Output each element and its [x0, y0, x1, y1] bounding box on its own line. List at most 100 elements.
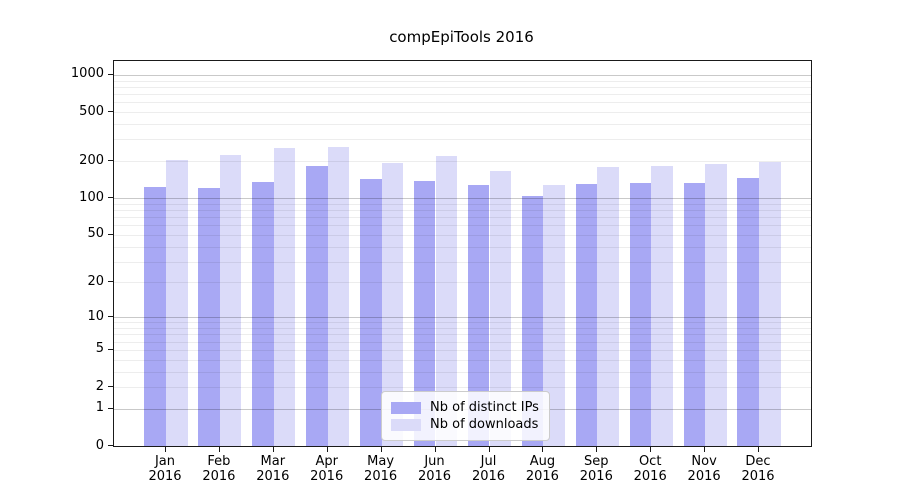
bar-nb-of-distinct-ips-feb — [198, 188, 220, 446]
x-tick-label-jun: Jun 2016 — [417, 454, 452, 484]
y-tick-mark-1 — [108, 407, 113, 409]
bar-nb-of-distinct-ips-jul — [467, 184, 490, 446]
gridline-minor-60 — [114, 225, 811, 227]
x-tick-mark-jan — [165, 447, 166, 452]
bar-nb-of-distinct-ips-apr — [306, 165, 328, 446]
x-tick-label-sep: Sep 2016 — [579, 454, 613, 484]
x-tick-label-aug: Aug 2016 — [525, 454, 559, 484]
gridline-major-100 — [114, 198, 811, 200]
gridline-major-10 — [114, 317, 811, 319]
x-tick-mark-nov — [704, 447, 706, 452]
x-tick-label-jan: Jan 2016 — [148, 454, 182, 484]
bar-nb-of-distinct-ips-sep — [575, 184, 598, 446]
legend-item-distinct-ips: Nb of distinct IPs — [391, 400, 539, 415]
gridline-minor-400 — [114, 124, 811, 125]
y-tick-mark-0 — [108, 445, 113, 446]
y-tick-mark-50 — [108, 233, 113, 235]
y-tick-label-1: 1 — [95, 400, 104, 416]
gridline-minor-500 — [114, 112, 811, 113]
y-tick-mark-5 — [108, 348, 113, 350]
bar-nb-of-downloads-jul — [489, 171, 512, 446]
x-tick-label-dec: Dec 2016 — [741, 454, 775, 484]
x-tick-label-feb: Feb 2016 — [202, 454, 236, 484]
gridline-minor-80 — [114, 209, 811, 211]
gridline-minor-30 — [114, 261, 811, 263]
legend-label-distinct-ips: Nb of distinct IPs — [430, 400, 539, 415]
bar-nb-of-downloads-mar — [273, 147, 296, 446]
bar-nb-of-distinct-ips-mar — [252, 181, 274, 446]
gridline-minor-50 — [114, 234, 811, 236]
x-tick-mark-jun — [434, 447, 436, 452]
y-tick-mark-20 — [108, 281, 113, 283]
plot-area: Nb of distinct IPs Nb of downloads — [113, 60, 812, 447]
gridline-minor-900 — [114, 80, 811, 82]
x-tick-label-jul: Jul 2016 — [471, 454, 506, 484]
bar-nb-of-downloads-jan — [166, 160, 188, 446]
legend-swatch-distinct-ips — [391, 401, 421, 414]
x-tick-mark-oct — [650, 447, 652, 452]
y-tick-label-100: 100 — [79, 189, 104, 205]
gridline-minor-2 — [114, 387, 811, 388]
y-tick-mark-100 — [108, 197, 113, 199]
bar-nb-of-distinct-ips-jun — [413, 180, 436, 446]
y-tick-label-50: 50 — [87, 226, 104, 242]
gridline-minor-300 — [114, 139, 811, 141]
y-tick-mark-200 — [108, 160, 113, 162]
gridline-minor-70 — [114, 217, 811, 218]
bar-nb-of-downloads-feb — [219, 155, 242, 446]
legend-label-downloads: Nb of downloads — [430, 417, 539, 432]
bar-nb-of-distinct-ips-jan — [144, 186, 166, 446]
x-tick-mark-feb — [218, 447, 220, 452]
x-tick-label-oct: Oct 2016 — [633, 454, 667, 484]
gridline-minor-700 — [114, 94, 811, 95]
bar-nb-of-distinct-ips-may — [360, 179, 382, 446]
y-tick-mark-10 — [108, 316, 113, 318]
gridline-minor-4 — [114, 359, 811, 361]
x-tick-mark-sep — [596, 447, 598, 452]
legend: Nb of distinct IPs Nb of downloads — [381, 391, 550, 441]
y-tick-mark-1000 — [108, 73, 113, 75]
gridline-minor-600 — [114, 102, 811, 104]
x-tick-mark-may — [380, 447, 382, 452]
bar-nb-of-distinct-ips-dec — [737, 178, 759, 446]
bar-nb-of-downloads-may — [381, 162, 404, 446]
y-tick-mark-500 — [108, 111, 113, 112]
x-tick-mark-aug — [542, 447, 544, 452]
gridline-minor-9 — [114, 322, 811, 324]
x-tick-mark-apr — [326, 447, 328, 452]
chart-title: compEpiTools 2016 — [389, 28, 534, 46]
x-tick-label-nov: Nov 2016 — [687, 454, 721, 484]
bar-nb-of-distinct-ips-nov — [683, 182, 706, 446]
gridline-major-1000 — [114, 74, 811, 76]
y-tick-mark-2 — [108, 386, 113, 387]
y-tick-label-1000: 1000 — [70, 66, 104, 82]
y-tick-label-2: 2 — [95, 378, 104, 394]
gridline-minor-5 — [114, 349, 811, 351]
bar-nb-of-downloads-dec — [759, 161, 781, 446]
bar-nb-of-downloads-apr — [327, 147, 350, 446]
gridline-minor-200 — [114, 161, 811, 163]
gridline-minor-800 — [114, 86, 811, 88]
y-tick-label-200: 200 — [79, 152, 104, 168]
legend-swatch-downloads — [391, 418, 421, 431]
y-tick-label-10: 10 — [87, 308, 104, 324]
x-tick-label-apr: Apr 2016 — [310, 454, 344, 484]
x-tick-label-mar: Mar 2016 — [256, 454, 290, 484]
bar-nb-of-distinct-ips-aug — [521, 195, 544, 446]
y-tick-label-5: 5 — [95, 341, 104, 357]
gridline-minor-6 — [114, 341, 811, 343]
x-tick-mark-dec — [758, 447, 759, 452]
gridline-minor-40 — [114, 246, 811, 248]
gridline-minor-7 — [114, 334, 811, 336]
x-tick-mark-jul — [488, 447, 490, 452]
gridline-minor-3 — [114, 371, 811, 373]
bar-nb-of-downloads-nov — [705, 164, 727, 446]
bar-nb-of-downloads-oct — [651, 165, 673, 446]
y-tick-label-20: 20 — [87, 273, 104, 289]
bar-nb-of-distinct-ips-oct — [629, 182, 652, 446]
y-tick-label-500: 500 — [79, 103, 104, 119]
gridline-minor-8 — [114, 328, 811, 329]
x-tick-label-may: May 2016 — [364, 454, 398, 484]
gridline-minor-90 — [114, 203, 811, 205]
